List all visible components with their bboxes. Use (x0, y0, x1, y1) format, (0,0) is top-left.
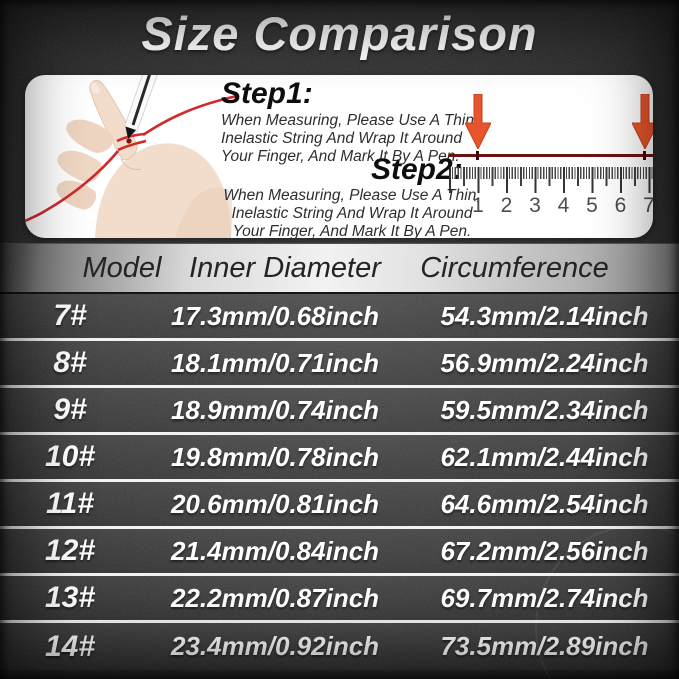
inner-diameter-cell: 23.4mm/0.92inch (170, 631, 380, 661)
table-row: 11# 20.6mm/0.81inch 64.6mm/2.54inch (0, 482, 679, 529)
circumference-cell: 59.5mm/2.34inch (440, 394, 649, 425)
table-row: 12# 21.4mm/0.84inch 67.2mm/2.56inch (0, 529, 679, 576)
table-row: 10# 19.8mm/0.78inch 62.1mm/2.44inch (0, 435, 679, 482)
step1-text-line: Inelastic String And Wrap It Around (221, 130, 462, 148)
table-row: 9# 18.9mm/0.74inch 59.5mm/2.34inch (0, 388, 679, 435)
model-cell: 9# (53, 393, 87, 426)
circumference-cell: 54.3mm/2.14inch (440, 300, 649, 331)
pen-mark-dot (126, 138, 132, 144)
table-row: 13# 22.2mm/0.87inch 69.7mm/2.74inch (0, 576, 679, 623)
model-cell: 7# (53, 299, 87, 332)
inner-diameter-cell: 19.8mm/0.78inch (170, 441, 380, 472)
model-cell: 10# (44, 440, 96, 473)
ruler-number: 7 (643, 194, 653, 217)
step2-text-line: Your Finger, And Mark It By A Pen. (232, 223, 472, 238)
circumference-cell: 73.5mm/2.89inch (440, 631, 649, 661)
ruler-number: 5 (586, 194, 598, 217)
step1-heading: Step1: (221, 77, 313, 110)
ruler-number: 2 (500, 194, 513, 217)
step2-text-line: Inelastic String And Wrap It Around (231, 205, 473, 223)
inner-diameter-cell: 17.3mm/0.68inch (170, 300, 380, 331)
step2-text-line: When Measuring, Please Use A Thin, (223, 187, 481, 204)
inner-diameter-cell: 20.6mm/0.81inch (170, 488, 380, 519)
inner-diameter-cell: 21.4mm/0.84inch (170, 535, 380, 566)
ruler-number: 3 (529, 194, 541, 217)
step2-block: Step2: When Measuring, Please Use A Thin… (221, 153, 483, 238)
model-cell: 12# (44, 534, 96, 567)
inner-diameter-cell: 22.2mm/0.87inch (170, 582, 380, 613)
measured-string-line (449, 151, 653, 160)
string-pen-mark (643, 151, 646, 160)
circumference-cell: 67.2mm/2.56inch (440, 535, 649, 566)
ruler-unit-ticks (449, 167, 653, 193)
circumference-cell: 62.1mm/2.44inch (440, 441, 649, 472)
page-title: Size Comparison (141, 7, 538, 60)
table-row: 14# 23.4mm/0.92inch 73.5mm/2.89inch (0, 623, 679, 670)
model-cell: 11# (46, 487, 94, 520)
size-table: Model Inner Diameter Circumference 7# 17… (0, 243, 679, 670)
model-cell: 14# (44, 629, 96, 663)
table-header-row: Model Inner Diameter Circumference (0, 243, 679, 294)
inner-diameter-cell: 18.9mm/0.74inch (170, 394, 380, 425)
circumference-cell: 56.9mm/2.24inch (440, 347, 649, 378)
down-arrow-icon (632, 94, 653, 149)
model-cell: 8# (53, 346, 87, 379)
header-circumference: Circumference (420, 251, 609, 284)
table-row: 8# 18.1mm/0.71inch 56.9mm/2.24inch (0, 341, 679, 388)
string-pen-mark (476, 151, 479, 160)
ruler: 1 2 3 4 5 6 7 (449, 167, 653, 233)
circumference-cell: 69.7mm/2.74inch (440, 582, 649, 613)
model-cell: 13# (44, 581, 96, 614)
circumference-cell: 64.6mm/2.54inch (440, 488, 649, 519)
step1-text-line: When Measuring, Please Use A Thin, (221, 112, 479, 129)
ruler-number: 4 (557, 194, 570, 217)
down-arrow-icon (465, 94, 491, 149)
table-row: 7# 17.3mm/0.68inch 54.3mm/2.14inch (0, 294, 679, 341)
ruler-number: 6 (614, 194, 627, 217)
ruler-number: 1 (472, 194, 484, 217)
inner-diameter-cell: 18.1mm/0.71inch (170, 347, 380, 378)
measuring-instructions-card: Step1: When Measuring, Please Use A Thin… (25, 75, 653, 238)
